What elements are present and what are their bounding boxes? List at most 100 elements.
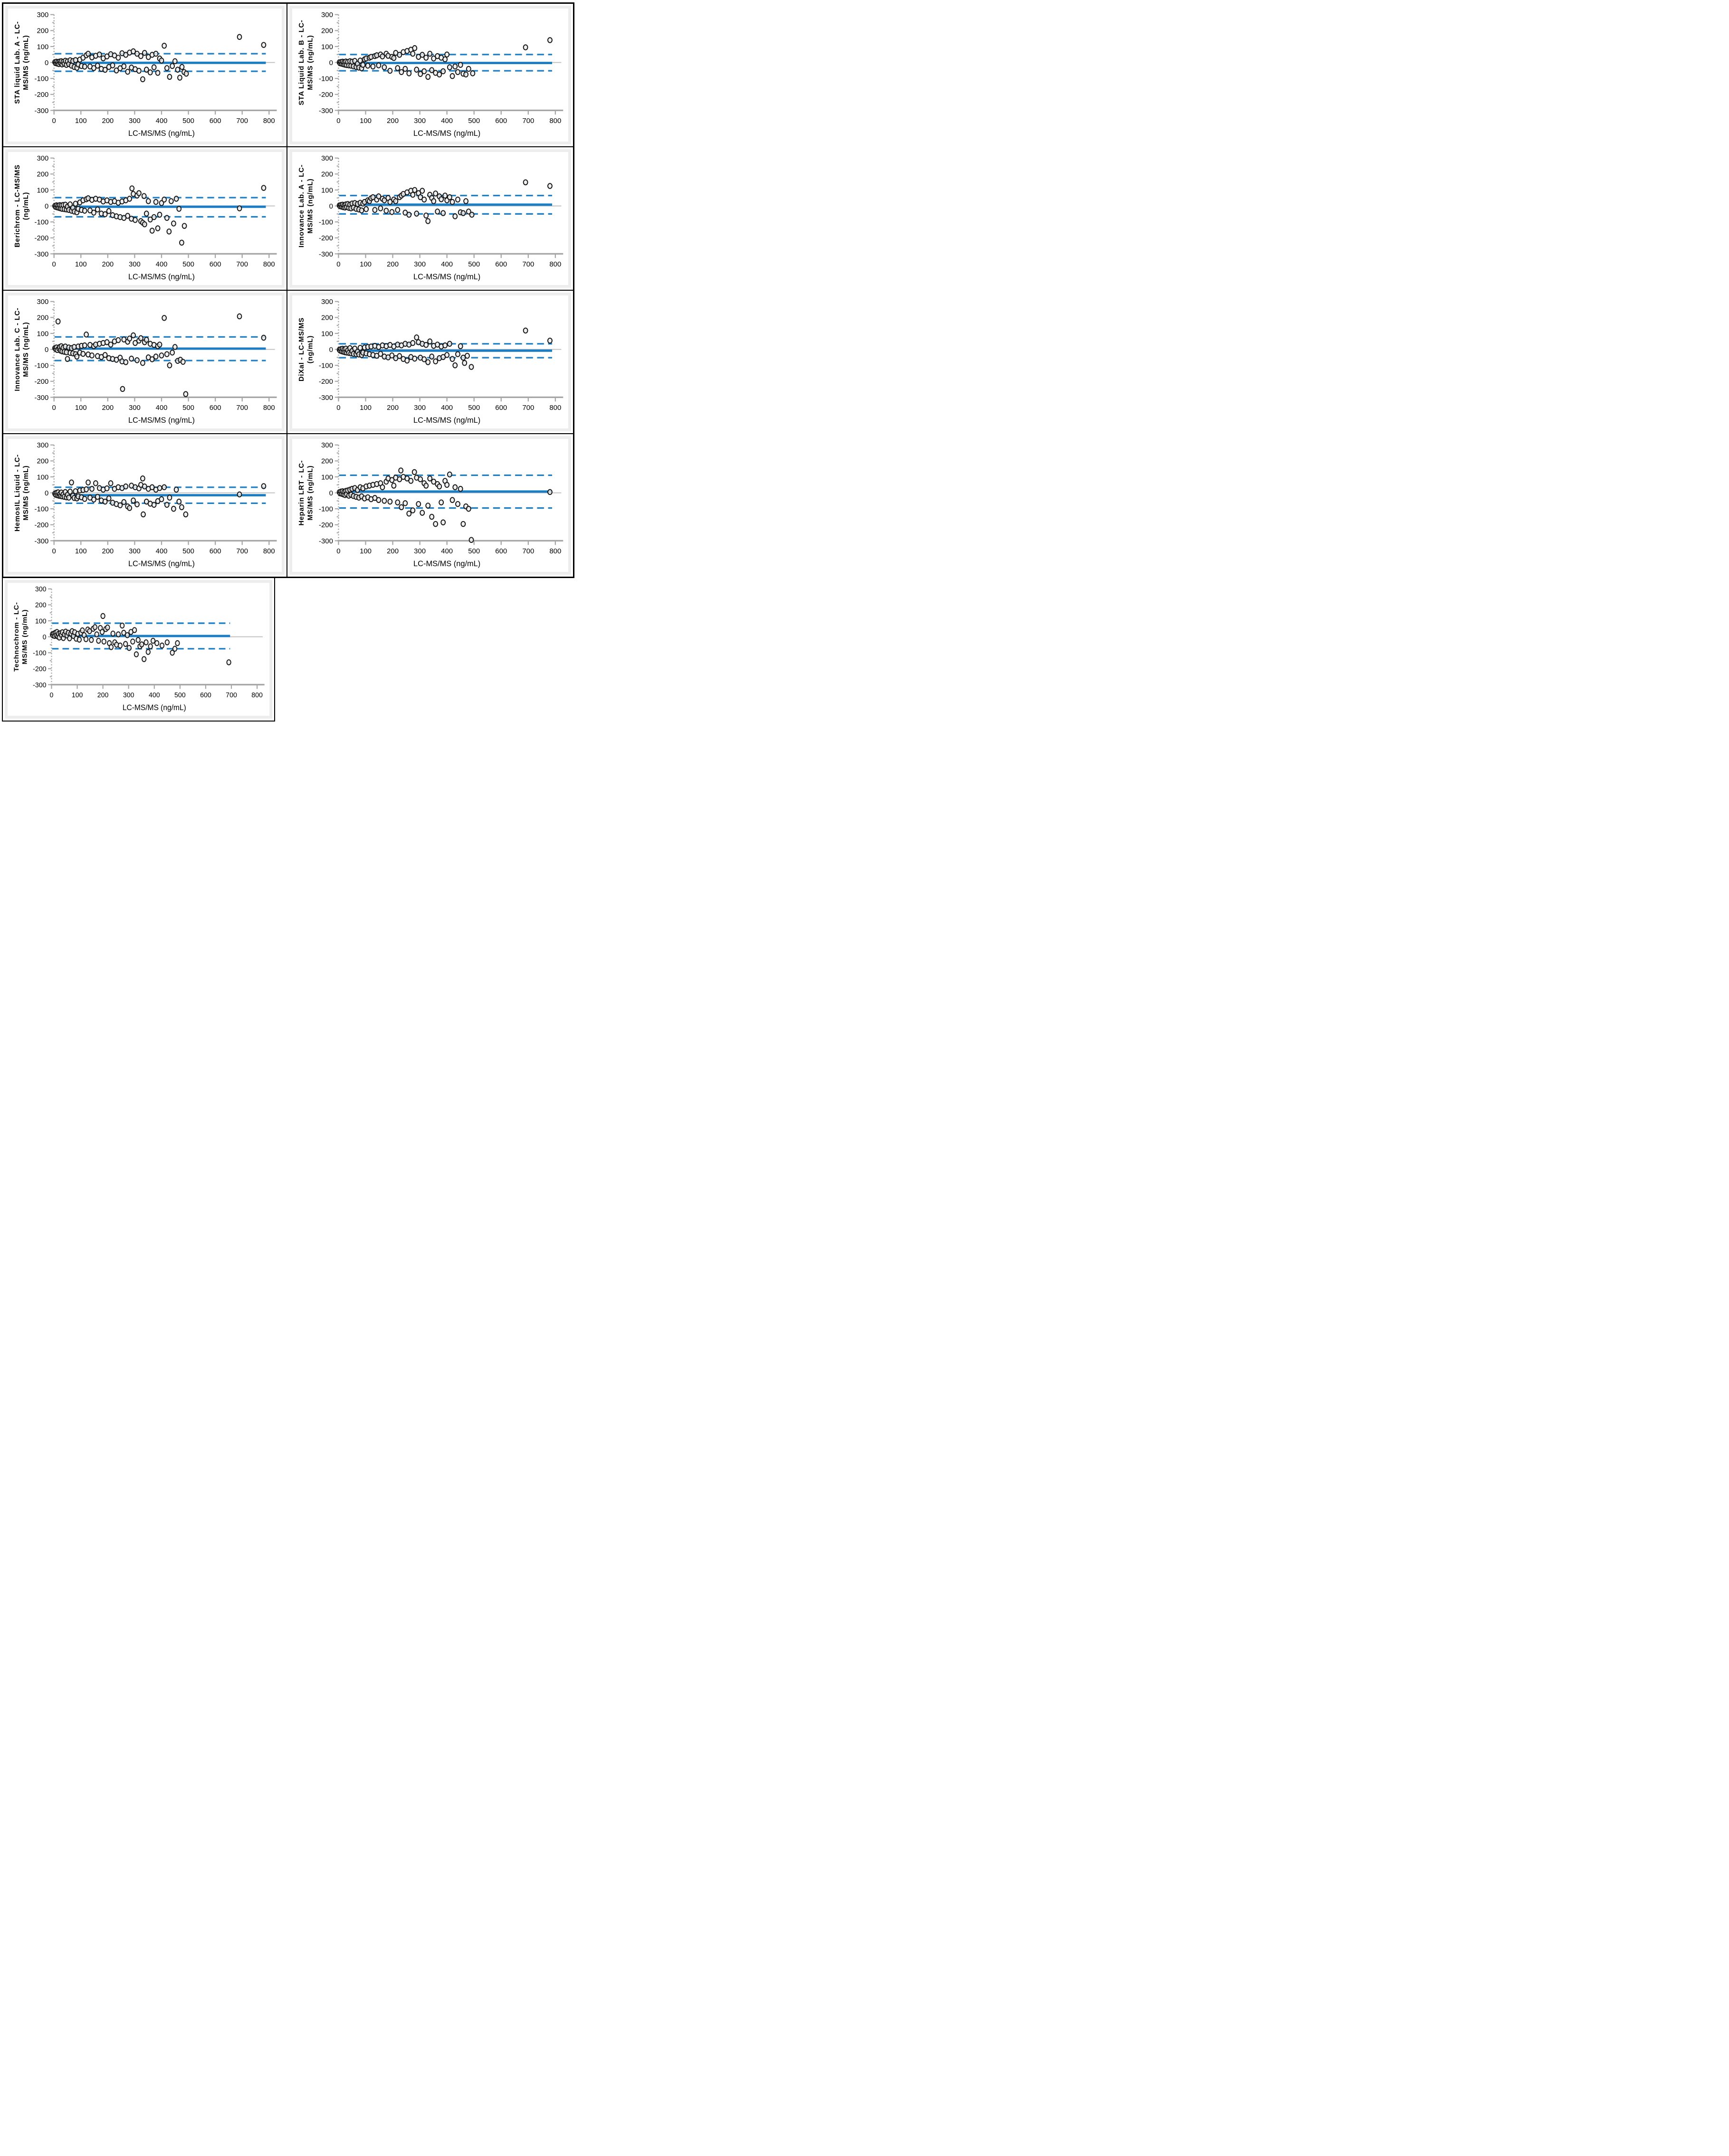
- y-tick-label: -200: [35, 378, 49, 386]
- data-point: [261, 185, 267, 191]
- data-point: [383, 208, 389, 214]
- data-point: [447, 471, 452, 478]
- data-point: [458, 62, 463, 68]
- y-tick-label: -100: [35, 218, 49, 226]
- data-point: [466, 66, 471, 72]
- x-tick-label: 100: [75, 117, 87, 125]
- y-tick-label: 300: [35, 586, 47, 594]
- data-point: [460, 210, 466, 216]
- y-axis-title: MS/MS (ng/mL): [22, 322, 30, 377]
- x-tick-label: 0: [336, 117, 340, 125]
- y-tick-label: 200: [35, 601, 47, 609]
- data-point: [523, 327, 528, 334]
- data-point: [433, 521, 439, 527]
- x-tick-label: 500: [468, 547, 480, 555]
- data-point: [523, 44, 528, 50]
- data-point: [82, 208, 87, 214]
- data-point: [76, 636, 82, 643]
- data-point: [173, 486, 179, 493]
- data-point: [423, 55, 429, 61]
- y-tick-label: -300: [35, 107, 49, 115]
- data-point: [376, 62, 382, 68]
- data-point: [460, 521, 466, 527]
- data-point: [92, 624, 97, 630]
- y-tick-label: 0: [329, 346, 333, 354]
- data-point: [437, 71, 442, 78]
- data-point: [67, 635, 72, 642]
- data-point: [440, 68, 446, 75]
- data-point: [155, 225, 161, 231]
- data-point: [141, 511, 146, 518]
- data-point: [370, 63, 376, 70]
- y-tick-label: -100: [319, 361, 333, 370]
- x-tick-label: 100: [360, 117, 372, 125]
- x-tick-label: 100: [75, 260, 87, 268]
- data-point: [55, 318, 61, 325]
- x-tick-label: 0: [52, 260, 56, 268]
- data-point: [91, 65, 96, 71]
- x-tick-label: 0: [52, 547, 56, 555]
- data-point: [442, 56, 448, 63]
- data-point: [393, 198, 399, 204]
- data-point: [136, 190, 142, 196]
- data-point: [179, 64, 185, 70]
- x-tick-label: 100: [360, 260, 372, 268]
- data-point: [136, 67, 142, 74]
- data-point: [133, 340, 138, 346]
- data-point: [148, 643, 153, 650]
- data-point: [65, 356, 70, 362]
- data-point: [410, 50, 416, 57]
- data-point: [468, 537, 474, 543]
- x-axis-title: LC-MS/MS (ng/mL): [413, 416, 480, 425]
- x-tick-label: 400: [156, 404, 168, 412]
- bland-altman-chart: -300 -200 -100 0 100 200 300 0 100 200 300 400 500 60…: [298, 154, 564, 281]
- y-tick-label: 200: [37, 27, 48, 35]
- data-point: [425, 359, 431, 365]
- y-tick-label: 0: [45, 346, 48, 354]
- data-point: [466, 209, 471, 215]
- data-point: [102, 352, 108, 358]
- y-tick-label: 100: [321, 43, 333, 51]
- bland-altman-chart: -300 -200 -100 0 100 200 300 0 100 200 300 400 500 60…: [298, 11, 564, 138]
- data-point: [183, 391, 189, 397]
- y-tick-label: 100: [35, 617, 47, 626]
- data-point: [93, 480, 98, 486]
- y-tick-label: -100: [319, 505, 333, 513]
- data-point: [104, 339, 110, 345]
- y-axis-title: Innovance Lab. C - LC-: [14, 308, 21, 391]
- y-axis-title: Heparin LRT - LC-: [298, 460, 306, 526]
- x-tick-label: 600: [495, 547, 507, 555]
- data-point: [261, 334, 267, 341]
- y-tick-label: 100: [37, 43, 48, 51]
- data-point: [66, 494, 72, 501]
- data-point: [439, 499, 444, 506]
- data-point: [378, 205, 383, 211]
- chart-frame: -300 -200 -100 0 100 200 300 0 100 200 300 400 500 60…: [289, 293, 571, 431]
- data-point: [154, 640, 160, 646]
- data-point: [447, 341, 452, 347]
- data-point: [440, 210, 446, 216]
- data-point: [421, 68, 427, 75]
- data-point: [547, 183, 553, 189]
- data-point: [414, 210, 420, 217]
- chart-cell-dixai: -300 -200 -100 0 100 200 300 0 100 200 300 400 500 60…: [287, 290, 573, 434]
- data-point: [129, 185, 135, 191]
- data-point: [523, 179, 528, 186]
- data-point: [380, 484, 385, 491]
- data-point: [134, 651, 139, 657]
- data-point: [414, 66, 420, 73]
- y-tick-label: 300: [37, 298, 48, 306]
- data-point: [177, 75, 182, 81]
- y-axis-title: DiXaI - LC-MS/MS: [298, 317, 306, 381]
- y-tick-label: 100: [37, 473, 48, 481]
- data-point: [387, 67, 393, 74]
- data-point: [121, 629, 126, 636]
- y-tick-label: -300: [319, 107, 333, 115]
- x-tick-label: 800: [549, 260, 561, 268]
- data-point: [115, 55, 121, 61]
- chart-frame: -300 -200 -100 0 100 200 300 0 100 200 300 400 500 60…: [289, 149, 571, 288]
- x-tick-label: 100: [75, 404, 87, 412]
- data-point: [444, 482, 450, 488]
- chart-frame: -300 -200 -100 0 100 200 300 0 100 200 300 400 500 60…: [5, 6, 285, 144]
- data-point: [110, 630, 115, 637]
